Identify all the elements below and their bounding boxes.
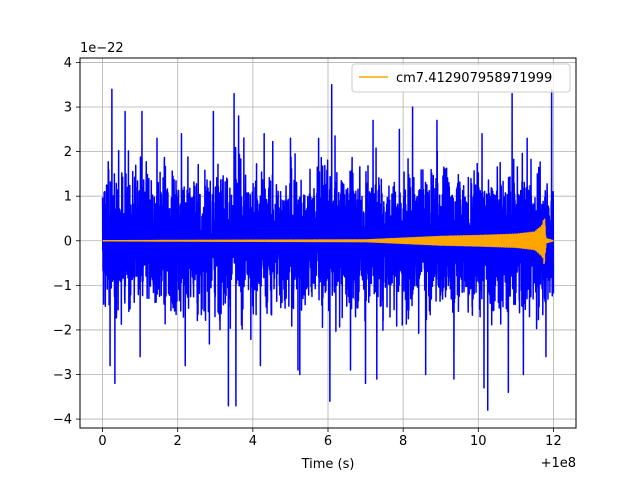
y-tick-label: −1 bbox=[53, 279, 72, 294]
y-tick-label: 2 bbox=[64, 145, 72, 160]
x-tick-label: 4 bbox=[249, 434, 257, 449]
y-tick-label: 3 bbox=[64, 101, 72, 116]
x-axis-label: Time (s) bbox=[301, 457, 355, 472]
series-line-orange bbox=[101, 218, 555, 265]
x-tick-label: 12 bbox=[545, 434, 562, 449]
series-line-blue bbox=[101, 84, 555, 411]
legend-box bbox=[351, 63, 571, 93]
x-tick-label: 8 bbox=[399, 434, 407, 449]
y-tick-label: −3 bbox=[53, 368, 72, 383]
y-tick-label: 0 bbox=[64, 234, 72, 249]
x-offset-label: +1e8 bbox=[541, 456, 576, 471]
x-tick-label: 2 bbox=[174, 434, 182, 449]
x-tick-label: 6 bbox=[324, 434, 332, 449]
legend-entry-label: cm7.412907958971999 bbox=[396, 71, 552, 86]
y-tick-label: 1 bbox=[64, 190, 72, 205]
x-tick-label: 10 bbox=[470, 434, 487, 449]
y-tick-label: 4 bbox=[64, 56, 72, 71]
y-tick-label: −2 bbox=[53, 323, 72, 338]
y-scale-offset-label: 1e−22 bbox=[80, 41, 124, 56]
series-layer bbox=[101, 84, 555, 411]
legend: cm7.412907958971999 bbox=[351, 63, 571, 93]
y-tick-label: −4 bbox=[53, 413, 72, 428]
plot-layer bbox=[101, 84, 555, 411]
x-tick-label: 0 bbox=[98, 434, 106, 449]
